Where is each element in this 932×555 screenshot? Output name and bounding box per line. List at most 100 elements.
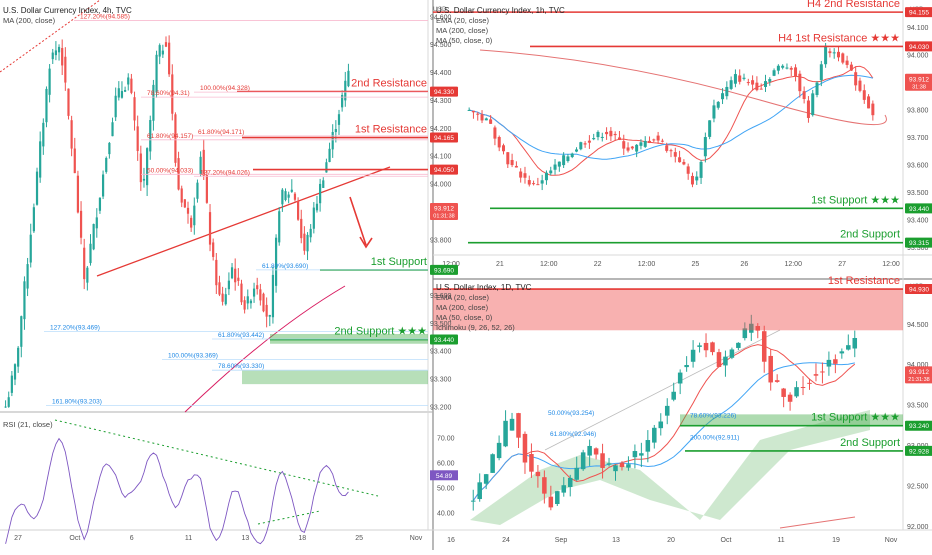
dxy-4h-candle — [334, 129, 337, 133]
y-tick-label: 93.400 — [430, 349, 452, 356]
dxy-1h-candle — [811, 93, 815, 116]
dxy-1h-candle — [794, 67, 798, 77]
support-zone — [680, 414, 903, 426]
dxy-1d-candle — [820, 371, 825, 373]
dxy-1d-candle — [826, 359, 832, 367]
dxy-1h-candle — [635, 144, 639, 152]
price-tag-value: 93.912 — [909, 76, 929, 83]
dxy-1h-candle — [622, 141, 626, 149]
dxy-4h-candle — [13, 364, 17, 380]
price-tag — [430, 264, 458, 275]
dxy-4h-candle — [190, 217, 193, 228]
dxy-1d-candle — [529, 453, 534, 472]
dxy-1h-candle — [549, 170, 553, 174]
fib-label: 50.00%(93.254) — [548, 410, 594, 417]
rsi-tick-label: 60.00 — [437, 461, 455, 468]
x-tick-label: Oct — [69, 535, 80, 542]
dxy-1d-candle — [652, 427, 657, 443]
dxy-1h-candle — [746, 82, 750, 84]
x-tick-label: 13 — [242, 535, 250, 542]
price-tag-value: 93.912 — [909, 369, 929, 376]
dxy-4h-candle — [70, 120, 73, 149]
y-tick-label: 93.500 — [907, 190, 929, 197]
chart-title: U.S. Dollar Currency Index, 4h, TVC — [3, 6, 132, 15]
y-tick-label: 93.300 — [907, 245, 929, 252]
dxy-4h-candle — [227, 280, 231, 290]
ma200-line — [779, 516, 856, 529]
rsi-tick-label: 50.00 — [437, 486, 455, 493]
ma50-line — [472, 362, 855, 501]
dxy-1h-candle — [596, 131, 600, 138]
x-tick-label: 27 — [838, 261, 846, 268]
dxy-1d-candle — [813, 374, 819, 376]
dxy-1d-candle — [794, 387, 799, 397]
dxy-4h-candle — [347, 70, 350, 87]
dxy-1d-candle — [807, 382, 812, 384]
dxy-1h-candle — [527, 180, 531, 185]
legend-entry: MA (200, close) — [436, 26, 489, 35]
dxy-1d-candle — [800, 387, 806, 389]
dxy-4h-candle — [215, 259, 218, 286]
dxy-1d-candle — [749, 323, 754, 333]
dxy-1d-candle — [606, 463, 612, 465]
x-tick-label: 21 — [496, 261, 504, 268]
dxy-4h-candle — [271, 274, 275, 318]
x-tick-label: 12:00 — [638, 261, 656, 268]
dxy-1h-candle — [467, 109, 471, 111]
rising-trendline — [96, 166, 391, 277]
dxy-4h-candle — [64, 56, 67, 83]
dxy-1h-candle — [815, 82, 819, 95]
dxy-1d-candle — [619, 462, 625, 468]
dxy-1h-candle — [871, 103, 875, 116]
dxy-1h-candle — [802, 91, 806, 99]
x-tick-label: 18 — [298, 535, 306, 542]
dxy-1h-candle — [648, 140, 652, 144]
dxy-4h-candle — [208, 212, 212, 245]
dxy-4h-candle — [35, 171, 39, 205]
x-tick-label: 25 — [355, 535, 363, 542]
dxy-4h-candle — [243, 300, 246, 310]
dxy-1d-candle — [736, 342, 741, 348]
dxy-4h-candle — [337, 114, 341, 125]
dxy-1h-candle — [755, 82, 759, 91]
dxy-1h-candle — [536, 184, 540, 186]
resistance-1d-label: 1st Resistance — [828, 275, 900, 287]
dxy-4h-candle — [174, 114, 177, 163]
dxy-1d-candle — [671, 391, 676, 400]
forecast-arrow — [349, 196, 373, 249]
resistance-2-label: 2nd Resistance — [351, 78, 427, 90]
dxy-1h-candle — [845, 60, 849, 65]
dxy-4h-candle — [287, 194, 290, 198]
legend-entry: MA (50, close, 0) — [436, 313, 493, 322]
x-tick-label: 12:00 — [784, 261, 802, 268]
dxy-4h-candle — [48, 68, 51, 95]
dxy-1d-candle — [716, 352, 722, 367]
dxy-4h-candle — [29, 234, 32, 263]
y-tick-label: 93.800 — [430, 237, 452, 244]
dxy-1h-candle — [480, 114, 484, 121]
dxy-1h-candle — [639, 142, 643, 146]
dxy-4h-candle — [45, 88, 48, 123]
dxy-4h-candle — [290, 189, 293, 192]
dxy-1h-candle — [789, 67, 793, 70]
fib-label: 78.60%(93.226) — [690, 413, 736, 420]
dxy-4h-candle — [240, 283, 243, 303]
dxy-1h-candle — [544, 172, 548, 181]
fib-label: 50.00%(94.033) — [147, 167, 193, 174]
ma200-line — [184, 285, 346, 413]
dxy-1h-candle — [686, 166, 690, 174]
dxy-4h-candle — [32, 207, 35, 232]
support-zone — [242, 370, 428, 385]
dxy-1h-candle — [721, 93, 725, 100]
x-tick-label: Nov — [885, 537, 898, 544]
dxy-1h-candle — [506, 152, 510, 165]
dxy-1d-candle — [697, 345, 702, 347]
dxy-1d-candle — [567, 477, 573, 487]
dxy-4h-candle — [265, 304, 268, 317]
dxy-1d-candle — [509, 418, 515, 431]
dxy-1d-candle — [580, 452, 586, 470]
y-tick-label: 94.400 — [430, 70, 452, 77]
support-2d-label: 2nd Support — [840, 437, 900, 449]
dxy-1h-candle — [489, 119, 493, 124]
dxy-1h-candle — [502, 145, 506, 152]
